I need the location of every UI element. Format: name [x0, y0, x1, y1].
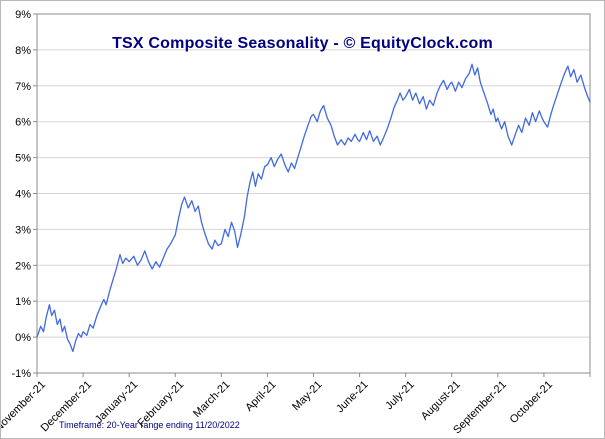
axes	[33, 13, 591, 377]
timeframe-note: Timeframe: 20-Year range ending 11/20/20…	[59, 420, 240, 430]
seasonality-line	[36, 63, 591, 353]
y-axis-labels: -1% 0% 1% 2% 3% 4% 5% 6% 7% 8% 9%	[11, 9, 31, 380]
y-tick-label: 9%	[15, 9, 31, 21]
y-tick-label: 7%	[15, 81, 31, 93]
y-tick-label: 2%	[15, 260, 31, 272]
y-tick-label: 6%	[15, 117, 31, 129]
y-tick-label: 1%	[15, 296, 31, 308]
chart-title: TSX Composite Seasonality - © EquityCloc…	[112, 35, 493, 52]
y-tick-label: 8%	[15, 45, 31, 57]
y-tick-label: -1%	[11, 368, 31, 380]
y-gridlines	[37, 49, 590, 338]
x-tick-label: March-21	[191, 379, 232, 420]
x-tick-label: August-21	[419, 379, 463, 423]
x-tick-label: June-21	[334, 379, 371, 416]
x-tick-label: January-21	[93, 379, 140, 426]
x-tick-label: July-21	[383, 379, 417, 413]
series-line	[36, 63, 591, 353]
y-tick-label: 0%	[15, 332, 31, 344]
y-tick-label: 5%	[15, 153, 31, 165]
y-tick-label: 3%	[15, 224, 31, 236]
y-tick-label: 4%	[15, 189, 31, 201]
x-tick-label: April-21	[243, 379, 278, 414]
x-tick-label: May-21	[290, 379, 324, 413]
x-tick-label: October-21	[508, 379, 555, 426]
